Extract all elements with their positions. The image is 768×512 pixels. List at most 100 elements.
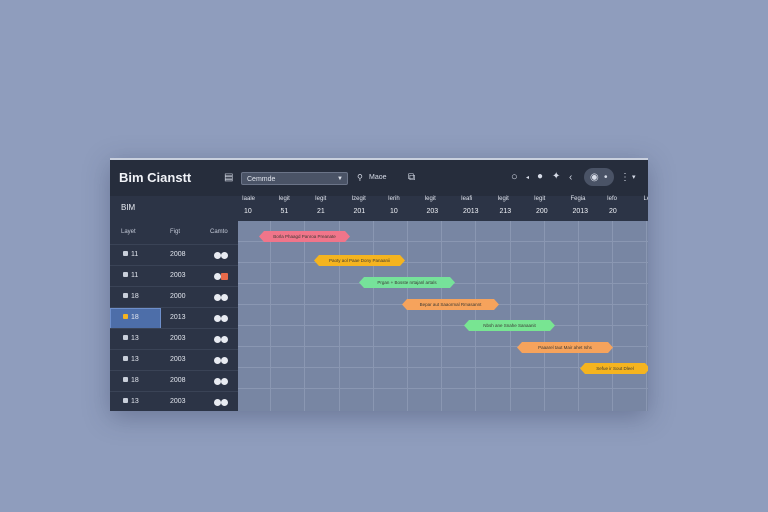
visibility-toggle[interactable] [214, 357, 228, 364]
menu-icon[interactable]: ▤ [224, 172, 234, 183]
task-name: 18 [123, 377, 139, 384]
zoom-icon[interactable]: ○ [511, 171, 518, 183]
task-type-icon [123, 335, 128, 340]
column-header[interactable]: Layet [121, 229, 136, 235]
grid-line [238, 346, 648, 347]
column-label: Leat [643, 196, 649, 202]
task-bar[interactable]: Prgan + Bosste nrtajanl artals [359, 277, 455, 288]
toggle-dot [214, 273, 221, 280]
window-top-border [110, 158, 648, 160]
chevron-left-icon[interactable]: ‹ [569, 172, 573, 183]
visibility-toggle[interactable] [214, 399, 228, 406]
toggle-pill[interactable] [584, 168, 614, 186]
toggle-dot [221, 273, 228, 280]
toggle-dot [221, 252, 228, 259]
view-dropdown[interactable]: Cemmde ▼ [241, 172, 348, 185]
grid-line [646, 221, 647, 411]
task-name: 13 [123, 356, 139, 363]
grid-line [238, 325, 648, 326]
column-number: 2013 [572, 208, 589, 215]
task-year: 2008 [170, 377, 186, 384]
column-number: 2013 [463, 208, 479, 215]
column-number: 203 [426, 208, 439, 215]
column-label: Iegit [534, 196, 546, 202]
table-row[interactable]: 13 2003 [110, 391, 238, 411]
sparkle-icon[interactable]: ✦ [552, 171, 561, 182]
visibility-toggle[interactable] [214, 336, 228, 343]
task-id: 13 [131, 398, 139, 405]
visibility-toggle[interactable] [214, 294, 228, 301]
task-name: 13 [123, 335, 139, 342]
table-row[interactable]: 18 2013 [110, 307, 238, 329]
chevron-down-icon[interactable]: ▾ [632, 174, 636, 181]
grid-line [407, 221, 408, 411]
column-label: Izegit [351, 196, 366, 202]
column-number: 20 [609, 208, 617, 215]
visibility-toggle[interactable] [214, 252, 228, 259]
column-number: 201 [353, 208, 366, 215]
toggle-dot [214, 336, 221, 343]
task-year: 2013 [170, 314, 186, 321]
table-row[interactable]: 13 2003 [110, 328, 238, 350]
grid-line [238, 388, 648, 389]
task-type-icon [123, 356, 128, 361]
toggle-dot [221, 315, 228, 322]
grid-line [475, 221, 476, 411]
grid-line [441, 221, 442, 411]
column-label: Iegit [424, 196, 436, 202]
column-label: Iegit [278, 196, 290, 202]
search-icon[interactable]: ⚲ [357, 173, 363, 182]
grid-line [373, 221, 374, 411]
column-header[interactable]: Figt [170, 229, 181, 235]
toggle-dot [214, 399, 221, 406]
apple-icon[interactable]: ● [537, 171, 544, 182]
toggle-dot [214, 294, 221, 301]
task-bar[interactable]: Borla Phaagd Panroa Preanate [259, 231, 350, 242]
column-label: Ierih [388, 196, 400, 202]
grid-line [304, 221, 305, 411]
more-icon[interactable]: ⋮ [620, 172, 630, 183]
document-icon[interactable]: ⧉ [408, 172, 416, 183]
visibility-toggle[interactable] [214, 378, 228, 385]
column-label: Iegit [497, 196, 509, 202]
dot-icon[interactable]: • [604, 172, 608, 183]
column-number: 51 [280, 208, 289, 215]
play-icon[interactable]: ◂ [526, 175, 530, 181]
visibility-toggle[interactable] [214, 273, 228, 280]
task-bar[interactable]: Paoty aol Paae Dony Panaanii [314, 255, 405, 266]
task-year: 2000 [170, 293, 186, 300]
task-name: 18 [123, 314, 139, 321]
task-id: 13 [131, 335, 139, 342]
table-row[interactable]: 13 2003 [110, 349, 238, 371]
task-bar[interactable]: Paaarel taut Mair ahet Ishs [517, 342, 613, 353]
task-name: 11 [123, 272, 138, 279]
task-type-icon [123, 251, 128, 256]
task-year: 2003 [170, 398, 186, 405]
task-type-icon [123, 377, 128, 382]
column-label: Fegia [570, 196, 586, 202]
table-row[interactable]: 18 2000 [110, 286, 238, 308]
column-header[interactable]: Camto [210, 229, 228, 235]
task-id: 18 [131, 314, 139, 321]
task-id: 11 [131, 272, 139, 279]
timeline-grid: Borla Phaagd Panroa Preanate Paoty aol Pa… [238, 221, 648, 411]
task-bar[interactable]: Bepar aut Saaormal Rmasannt [402, 299, 499, 310]
task-type-icon [123, 314, 128, 319]
grid-line [612, 221, 613, 411]
column-label: Iaale [242, 196, 256, 202]
circle-icon[interactable]: ◉ [590, 172, 599, 183]
column-number: 10 [244, 208, 252, 215]
table-row[interactable]: 11 2008 [110, 244, 238, 266]
task-id: 11 [131, 251, 139, 258]
toggle-dot [221, 378, 228, 385]
column-label: Iefo [607, 196, 618, 202]
task-bar[interactable]: Sefue ir Sout Dleel [580, 363, 648, 374]
table-row[interactable]: 18 2008 [110, 370, 238, 392]
task-bar[interactable]: Nbsh ane Snahe Sanaanit [464, 320, 555, 331]
task-year: 2003 [170, 356, 186, 363]
task-year: 2003 [170, 335, 186, 342]
visibility-toggle[interactable] [214, 315, 228, 322]
task-type-icon [123, 293, 128, 298]
table-row[interactable]: 11 2003 [110, 265, 238, 287]
task-year: 2003 [170, 272, 186, 279]
